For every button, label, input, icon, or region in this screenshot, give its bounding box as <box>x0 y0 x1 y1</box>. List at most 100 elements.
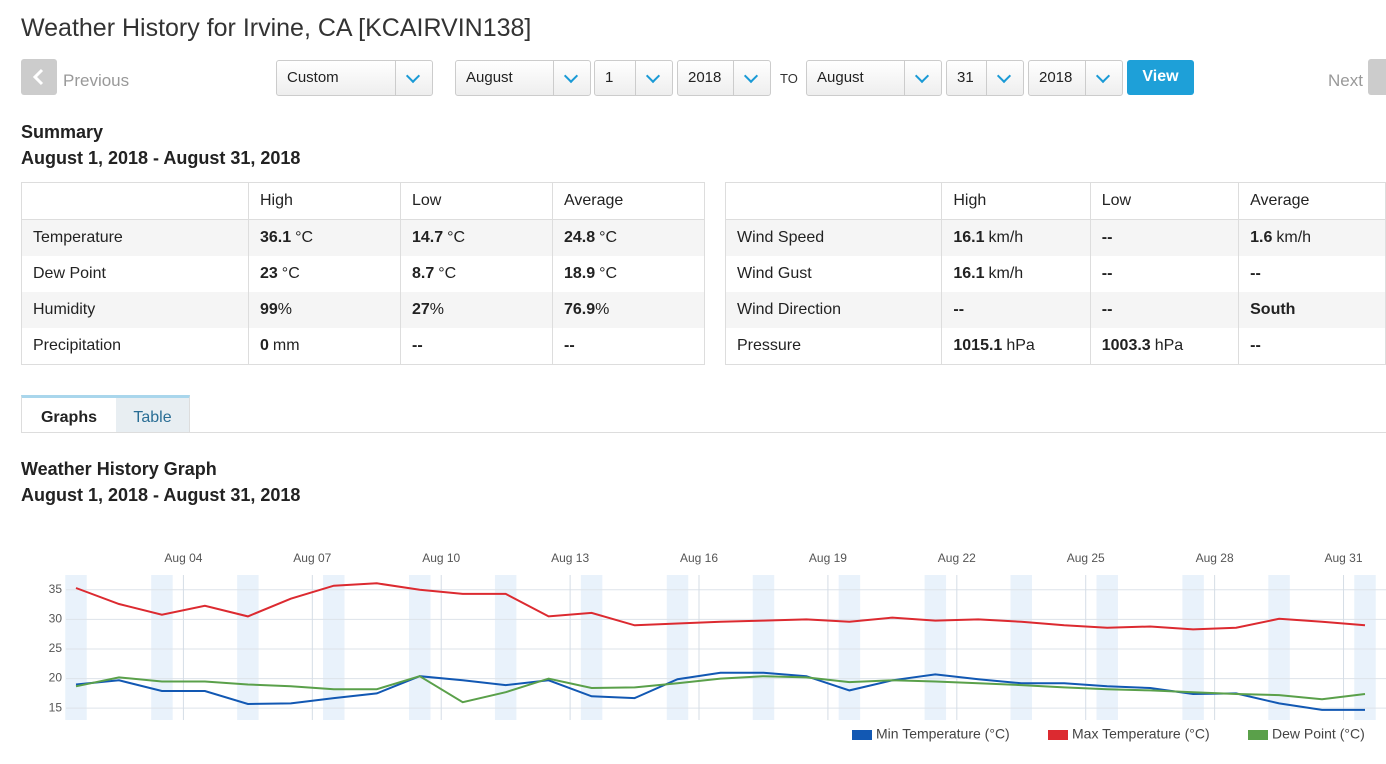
legend-label: Min Temperature (°C) <box>876 726 1010 742</box>
previous-link[interactable]: Previous <box>63 71 130 90</box>
cell: 14.7 °C <box>400 219 553 256</box>
next-arrow[interactable] <box>1368 59 1386 95</box>
x-tick-label: Aug 19 <box>809 551 847 565</box>
y-tick-label: 35 <box>49 582 63 596</box>
day-stripe <box>1010 575 1033 720</box>
next-link[interactable]: Next <box>1328 71 1363 90</box>
legend-swatch <box>1248 730 1268 740</box>
row-label: Wind Direction <box>725 292 942 328</box>
cell: -- <box>1089 256 1239 292</box>
data-row: Wind Speed 16.1 km/h -- 1.6 km/h <box>725 219 1386 256</box>
view-button[interactable]: View <box>1127 60 1194 95</box>
to-day: 31 <box>957 69 974 86</box>
tab-rule <box>21 432 1386 433</box>
row-label: Temperature <box>21 219 249 256</box>
day-stripe <box>838 575 861 720</box>
cell-value: 76.9 <box>564 301 596 318</box>
x-tick-label: Aug 25 <box>1067 551 1105 565</box>
cell-unit: °C <box>281 265 300 282</box>
cell-unit: hPa <box>1006 337 1035 354</box>
day-stripe <box>580 575 603 720</box>
graph-title: Weather History Graph <box>21 459 217 479</box>
cell-value: -- <box>1250 265 1261 282</box>
cell-unit: °C <box>295 229 314 246</box>
cell-value: -- <box>1101 265 1113 282</box>
series-line <box>75 582 1366 631</box>
cell: -- <box>1238 328 1386 365</box>
x-tick-label: Aug 28 <box>1196 551 1234 565</box>
cell: -- <box>1089 292 1239 328</box>
cell: 23 °C <box>248 256 401 292</box>
cell: 36.1 °C <box>248 219 401 256</box>
header-cell: Low <box>400 182 553 220</box>
to-month-select[interactable]: August <box>806 60 942 96</box>
y-tick-label: 15 <box>49 700 63 714</box>
cell-value: 99 <box>260 301 278 318</box>
mode-select[interactable]: Custom <box>276 60 433 96</box>
legend-label: Dew Point (°C) <box>1272 726 1365 742</box>
data-row: Wind Direction -- -- South <box>725 292 1386 328</box>
header-cell <box>725 182 942 220</box>
row-label: Pressure <box>737 337 802 354</box>
cell-value: South <box>1250 301 1296 318</box>
day-stripe <box>237 575 259 720</box>
cell: -- <box>400 328 553 365</box>
cell: 8.7 °C <box>400 256 553 292</box>
x-tick-label: Aug 07 <box>293 551 331 565</box>
cell-unit: mm <box>272 337 300 354</box>
day-stripe <box>65 575 87 720</box>
x-tick-label: Aug 31 <box>1324 551 1362 565</box>
cell-value: 1003.3 <box>1101 337 1151 354</box>
cell-value: -- <box>564 337 575 354</box>
cell-value: 1.6 <box>1250 229 1273 246</box>
cell-unit: hPa <box>1154 337 1184 354</box>
day-stripe <box>323 575 345 720</box>
day-stripe <box>1096 575 1118 720</box>
day-stripe <box>752 575 775 720</box>
summary-table: High Low Average Temperature 36.1 °C 14.7 °C 24.… <box>21 182 705 365</box>
to-day-select[interactable]: 31 <box>946 60 1024 96</box>
from-month-select[interactable]: August <box>455 60 591 96</box>
row-label: Wind Gust <box>737 265 812 282</box>
to-label: TO <box>780 71 798 86</box>
x-tick-label: Aug 16 <box>680 551 718 565</box>
data-row: Temperature 36.1 °C 14.7 °C 24.8 °C <box>21 219 705 256</box>
to-year-select[interactable]: 2018 <box>1028 60 1123 96</box>
header-cell: Low <box>1089 182 1239 220</box>
from-day: 1 <box>605 69 614 86</box>
cell-unit: km/h <box>988 265 1024 282</box>
cell: 0 mm <box>248 328 401 365</box>
cell: 16.1 km/h <box>941 219 1091 256</box>
cell: 1.6 km/h <box>1238 219 1386 256</box>
y-tick-label: 25 <box>49 641 63 655</box>
row-label: Humidity <box>21 292 249 328</box>
header-cell: Average <box>1238 182 1386 220</box>
previous-arrow[interactable] <box>21 59 57 95</box>
cell-unit: % <box>429 301 445 318</box>
x-tick-label: Aug 10 <box>422 551 460 565</box>
summary-title: Summary <box>21 122 104 142</box>
from-day-select[interactable]: 1 <box>594 60 673 96</box>
row-label: Wind Speed <box>725 219 942 256</box>
from-year-select[interactable]: 2018 <box>677 60 771 96</box>
graphs-tab[interactable]: Graphs <box>21 395 116 432</box>
cell: South <box>1238 292 1386 328</box>
chart: 15 20 25 30 35 Aug 04 Aug 07 Aug 10 Aug 13 Aug 16… <box>49 551 1386 742</box>
cell-unit: °C <box>599 265 618 282</box>
cell-value: 27 <box>412 301 430 318</box>
from-year: 2018 <box>688 69 722 86</box>
legend-label: Max Temperature (°C) <box>1072 726 1210 742</box>
data-row: Wind Gust 16.1 km/h -- -- <box>726 256 1386 292</box>
table-tab[interactable]: Table <box>116 395 190 432</box>
series-line <box>75 675 1366 704</box>
cell: -- <box>941 292 1091 328</box>
cell-value: 16.1 <box>953 265 985 282</box>
day-stripe <box>1182 575 1204 720</box>
cell: -- <box>1089 219 1239 256</box>
data-row: Dew Point 23 °C 8.7 °C 18.9 °C <box>22 256 705 292</box>
cell-value: 24.8 <box>564 229 596 246</box>
header-row: High Low Average <box>725 182 1386 220</box>
cell: -- <box>552 328 705 365</box>
cell-value: 8.7 <box>412 265 435 282</box>
summary-table: High Low Average Wind Speed 16.1 km/h -- 1.6 km/… <box>725 182 1386 365</box>
